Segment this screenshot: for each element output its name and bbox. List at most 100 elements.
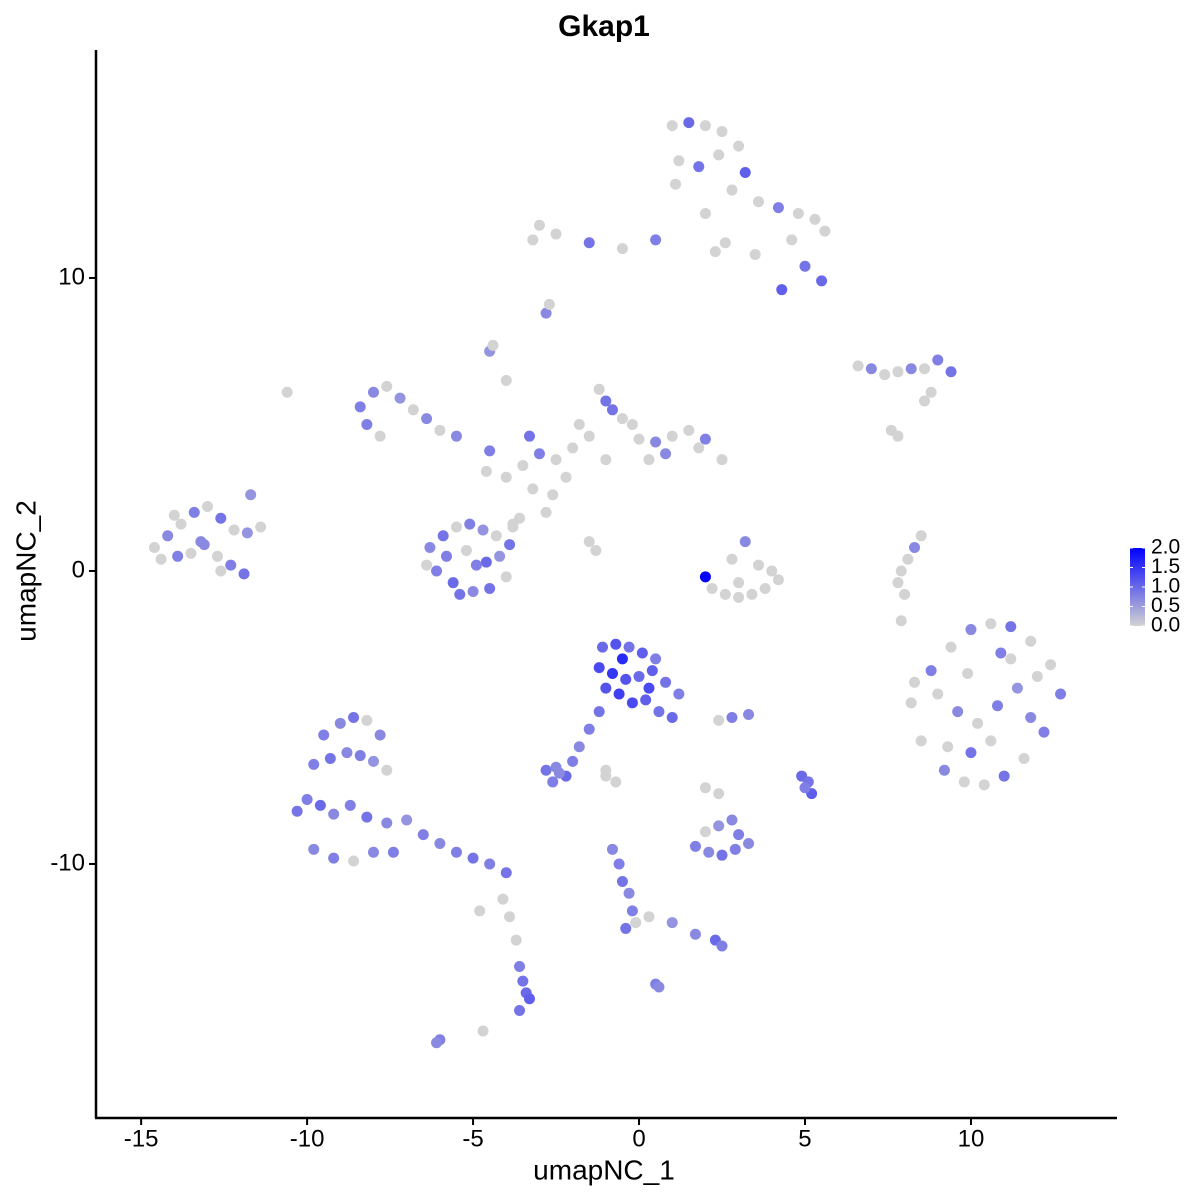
cell-point xyxy=(699,207,711,219)
cell-point xyxy=(291,805,303,817)
cell-point xyxy=(616,653,628,665)
cell-point xyxy=(852,360,864,372)
cell-point xyxy=(314,799,326,811)
y-tick-label: -10 xyxy=(50,849,85,876)
cell-point xyxy=(958,776,970,788)
cell-point xyxy=(965,747,977,759)
cell-point xyxy=(739,536,751,548)
cell-point xyxy=(361,811,373,823)
colorbar xyxy=(1130,548,1145,626)
cell-point xyxy=(613,858,625,870)
cell-point xyxy=(766,565,778,577)
cell-point xyxy=(162,530,174,542)
cell-point xyxy=(998,770,1010,782)
cell-point xyxy=(504,911,516,923)
cell-point xyxy=(484,858,496,870)
cell-point xyxy=(281,386,293,398)
cell-point xyxy=(772,202,784,214)
cell-point xyxy=(361,714,373,726)
cell-point xyxy=(703,846,715,858)
cell-point xyxy=(334,717,346,729)
cell-point xyxy=(719,237,731,249)
cell-point xyxy=(636,647,648,659)
cell-point xyxy=(540,764,552,776)
cell-point xyxy=(1025,635,1037,647)
cell-point xyxy=(733,591,745,603)
cell-point xyxy=(600,682,612,694)
cell-point xyxy=(865,363,877,375)
cell-point xyxy=(517,459,529,471)
cell-point xyxy=(733,577,745,589)
cell-point xyxy=(245,489,257,501)
cell-point xyxy=(497,893,509,905)
cell-point xyxy=(653,706,665,718)
cell-point xyxy=(1038,726,1050,738)
cell-point xyxy=(613,688,625,700)
cell-point xyxy=(504,539,516,551)
cell-point xyxy=(417,829,429,841)
cell-point xyxy=(500,471,512,483)
cell-point xyxy=(450,430,462,442)
cell-point xyxy=(480,556,492,568)
cell-point xyxy=(1045,659,1057,671)
cell-point xyxy=(394,392,406,404)
cell-point xyxy=(699,571,711,583)
cell-point xyxy=(892,577,904,589)
cell-point xyxy=(640,694,652,706)
cell-point xyxy=(630,917,642,929)
cell-point xyxy=(175,518,187,530)
cell-point xyxy=(593,706,605,718)
cell-point xyxy=(683,424,695,436)
cell-point xyxy=(879,369,891,381)
cell-point xyxy=(660,676,672,688)
cell-point xyxy=(1005,653,1017,665)
cell-point xyxy=(328,808,340,820)
cell-point xyxy=(328,852,340,864)
cell-point xyxy=(583,237,595,249)
cell-point xyxy=(909,676,921,688)
cell-point xyxy=(573,418,585,430)
cell-point xyxy=(706,583,718,595)
cell-point xyxy=(932,688,944,700)
cell-point xyxy=(905,363,917,375)
y-tick-label: 0 xyxy=(72,556,85,583)
cell-point xyxy=(626,697,638,709)
cell-point xyxy=(753,559,765,571)
cell-point xyxy=(643,454,655,466)
cell-point xyxy=(593,662,605,674)
cell-point xyxy=(450,521,462,533)
cell-point xyxy=(348,711,360,723)
cell-point xyxy=(892,430,904,442)
cell-point xyxy=(543,298,555,310)
cell-point xyxy=(255,521,267,533)
cell-point xyxy=(726,814,738,826)
cell-point xyxy=(902,553,914,565)
cell-point xyxy=(1025,711,1037,723)
cell-point xyxy=(709,246,721,258)
cell-point xyxy=(925,665,937,677)
cell-point xyxy=(620,673,632,685)
cell-point xyxy=(593,383,605,395)
x-tick-label: -15 xyxy=(124,1125,159,1152)
cell-point xyxy=(424,542,436,554)
cell-point xyxy=(225,559,237,571)
cell-point xyxy=(633,670,645,682)
x-tick-label: -10 xyxy=(290,1125,325,1152)
cell-point xyxy=(460,544,472,556)
cell-point xyxy=(726,553,738,565)
cell-point xyxy=(238,568,250,580)
cell-point xyxy=(517,975,529,987)
cell-point xyxy=(623,887,635,899)
cell-point xyxy=(716,849,728,861)
cell-point xyxy=(434,837,446,849)
cell-point xyxy=(228,524,240,536)
cell-point xyxy=(434,424,446,436)
cell-point xyxy=(616,876,628,888)
cell-point xyxy=(215,512,227,524)
cell-point xyxy=(590,544,602,556)
cell-point xyxy=(716,125,728,137)
cell-point xyxy=(407,404,419,416)
cell-point xyxy=(620,922,632,934)
cell-point xyxy=(547,776,559,788)
